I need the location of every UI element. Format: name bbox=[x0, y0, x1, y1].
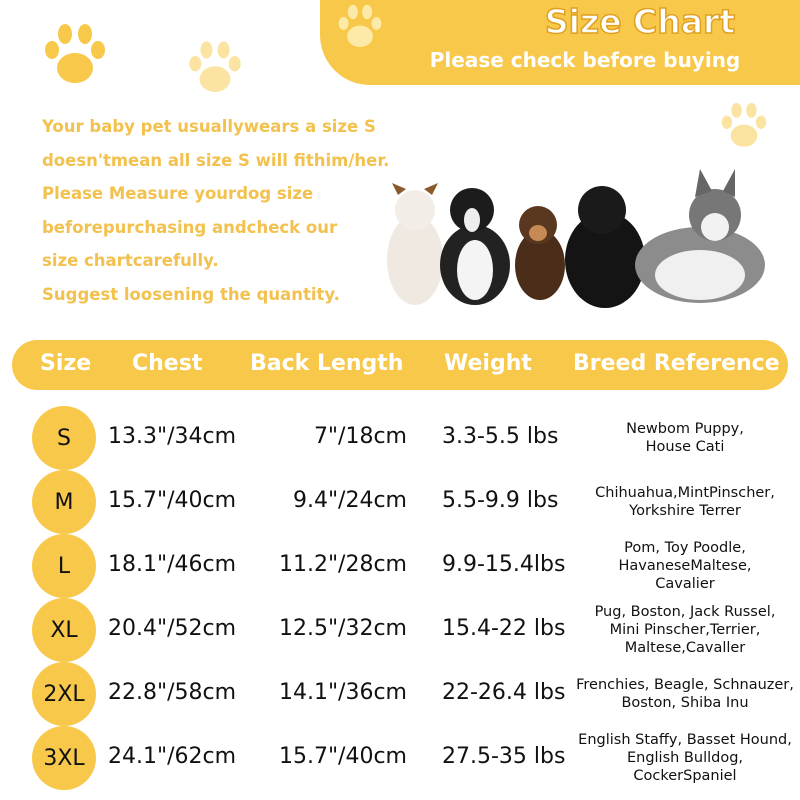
breed-cell: English Staffy, Basset Hound, English Bul… bbox=[575, 726, 795, 790]
intro-text: Your baby pet usuallywears a size S does… bbox=[42, 110, 389, 311]
intro-line: Please Measure yourdog size bbox=[42, 184, 314, 203]
breed-line: Frenchies, Beagle, Schnauzer, bbox=[576, 677, 794, 693]
breed-line: English Staffy, Basset Hound, bbox=[578, 732, 792, 748]
chest-cell: 22.8"/58cm bbox=[108, 680, 237, 705]
paw-icon bbox=[189, 41, 241, 92]
weight-cell: 5.5-9.9 lbs bbox=[442, 488, 559, 513]
column-header-size: Size bbox=[40, 351, 92, 376]
breed-line: House Cati bbox=[645, 439, 725, 455]
column-header-chest: Chest bbox=[132, 351, 203, 376]
paw-icon bbox=[45, 24, 105, 83]
table-row: S 13.3"/34cm 7"/18cm 3.3-5.5 lbs Newbom … bbox=[0, 406, 800, 470]
weight-cell: 27.5-35 lbs bbox=[442, 744, 566, 769]
chest-cell: 13.3"/34cm bbox=[108, 424, 237, 449]
weight-cell: 15.4-22 lbs bbox=[442, 616, 566, 641]
weight-cell: 22-26.4 lbs bbox=[442, 680, 566, 705]
back-length-cell: 7"/18cm bbox=[313, 424, 407, 449]
breed-line: Pom, Toy Poodle, bbox=[624, 540, 746, 556]
dogs-photo bbox=[387, 169, 765, 308]
size-badge: 2XL bbox=[32, 662, 96, 726]
back-length-cell: 15.7"/40cm bbox=[278, 744, 407, 769]
page-title: Size Chart bbox=[544, 1, 736, 42]
breed-line: HavaneseMaltese, bbox=[618, 558, 752, 574]
intro-line: Your baby pet usuallywears a size S bbox=[42, 117, 376, 136]
breed-cell: Frenchies, Beagle, Schnauzer, Boston, Shi… bbox=[575, 662, 795, 726]
table-row: L 18.1"/46cm 11.2"/28cm 9.9-15.4lbs Pom,… bbox=[0, 534, 800, 598]
size-badge: L bbox=[32, 534, 96, 598]
column-header-breed-reference: Breed Reference bbox=[573, 351, 780, 376]
intro-line: Suggest loosening the quantity. bbox=[42, 284, 340, 304]
breed-line: Newbom Puppy, bbox=[626, 421, 744, 437]
weight-cell: 3.3-5.5 lbs bbox=[442, 424, 559, 449]
table-row: 3XL 24.1"/62cm 15.7"/40cm 27.5-35 lbs En… bbox=[0, 726, 800, 790]
breed-line: English Bulldog, bbox=[626, 750, 744, 766]
size-badge: 3XL bbox=[32, 726, 96, 790]
table-row: 2XL 22.8"/58cm 14.1"/36cm 22-26.4 lbs Fr… bbox=[0, 662, 800, 726]
chest-cell: 18.1"/46cm bbox=[108, 552, 237, 577]
breed-line: Chihuahua,MintPinscher, bbox=[595, 485, 775, 501]
table-row: XL 20.4"/52cm 12.5"/32cm 15.4-22 lbs Pug… bbox=[0, 598, 800, 662]
size-badge: S bbox=[32, 406, 96, 470]
chest-cell: 15.7"/40cm bbox=[108, 488, 237, 513]
breed-line: Cavalier bbox=[655, 576, 715, 592]
chest-cell: 24.1"/62cm bbox=[108, 744, 237, 769]
breed-line: Yorkshire Terrer bbox=[629, 503, 741, 519]
column-header-back-length: Back Length bbox=[250, 351, 404, 376]
intro-line: beforepurchasing andcheck our bbox=[42, 217, 338, 237]
paw-icon bbox=[338, 4, 382, 47]
breed-line: Mini Pinscher,Terrier, bbox=[609, 622, 761, 638]
back-length-cell: 14.1"/36cm bbox=[278, 680, 407, 705]
intro-line: doesn'tmean all size S will fithim/her. bbox=[42, 150, 390, 170]
breed-line: Pug, Boston, Jack Russel, bbox=[594, 604, 776, 620]
breed-cell: Newbom Puppy, House Cati bbox=[575, 406, 795, 470]
intro-line: size chartcarefully. bbox=[42, 251, 219, 270]
back-length-cell: 9.4"/24cm bbox=[292, 488, 407, 513]
table-row: M 15.7"/40cm 9.4"/24cm 5.5-9.9 lbs Chihu… bbox=[0, 470, 800, 534]
page-subtitle: Please check before buying bbox=[429, 48, 741, 72]
column-header-weight: Weight bbox=[444, 351, 532, 376]
breed-line: CockerSpaniel bbox=[633, 768, 737, 784]
back-length-cell: 12.5"/32cm bbox=[278, 616, 407, 641]
chest-cell: 20.4"/52cm bbox=[108, 616, 237, 641]
back-length-cell: 11.2"/28cm bbox=[278, 552, 407, 577]
table-header: Size Chest Back Length Weight Breed Refe… bbox=[12, 340, 788, 390]
breed-line: Maltese,Cavaller bbox=[624, 640, 746, 656]
paw-icon bbox=[721, 102, 767, 147]
breed-cell: Pug, Boston, Jack Russel, Mini Pinscher,T… bbox=[575, 598, 795, 662]
size-badge: M bbox=[32, 470, 96, 534]
size-badge: XL bbox=[32, 598, 96, 662]
breed-cell: Chihuahua,MintPinscher, Yorkshire Terrer bbox=[575, 470, 795, 534]
header-banner bbox=[320, 0, 800, 85]
breed-line: Boston, Shiba Inu bbox=[621, 695, 749, 711]
breed-cell: Pom, Toy Poodle, HavaneseMaltese, Cavalier bbox=[575, 534, 795, 598]
weight-cell: 9.9-15.4lbs bbox=[442, 552, 566, 577]
